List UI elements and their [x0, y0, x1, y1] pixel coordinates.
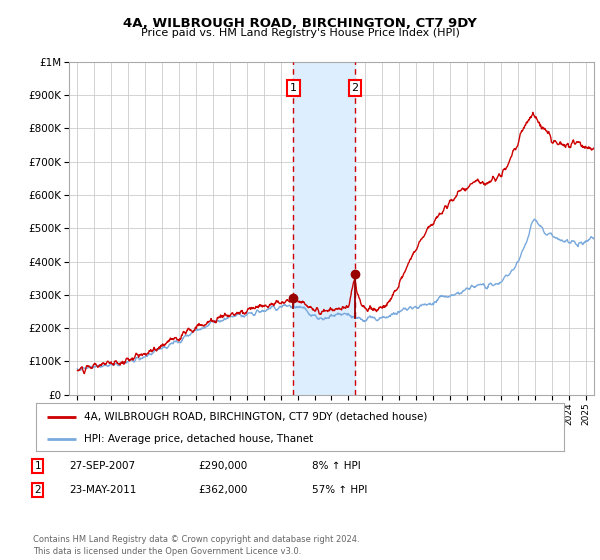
Text: 2: 2 [352, 83, 359, 94]
Text: Contains HM Land Registry data © Crown copyright and database right 2024.
This d: Contains HM Land Registry data © Crown c… [33, 535, 359, 556]
Bar [293, 62, 355, 395]
Text: 8% ↑ HPI: 8% ↑ HPI [312, 461, 361, 471]
Text: 1: 1 [290, 83, 297, 94]
Text: 27-SEP-2007: 27-SEP-2007 [69, 461, 135, 471]
Text: Price paid vs. HM Land Registry's House Price Index (HPI): Price paid vs. HM Land Registry's House … [140, 28, 460, 38]
Text: 57% ↑ HPI: 57% ↑ HPI [312, 485, 367, 495]
Text: 1: 1 [34, 461, 41, 471]
Text: £290,000: £290,000 [198, 461, 247, 471]
Text: £362,000: £362,000 [198, 485, 247, 495]
Text: 2: 2 [34, 485, 41, 495]
Text: 4A, WILBROUGH ROAD, BIRCHINGTON, CT7 9DY: 4A, WILBROUGH ROAD, BIRCHINGTON, CT7 9DY [123, 17, 477, 30]
Text: HPI: Average price, detached house, Thanet: HPI: Average price, detached house, Than… [83, 434, 313, 444]
Text: 23-MAY-2011: 23-MAY-2011 [69, 485, 136, 495]
Text: 4A, WILBROUGH ROAD, BIRCHINGTON, CT7 9DY (detached house): 4A, WILBROUGH ROAD, BIRCHINGTON, CT7 9DY… [83, 412, 427, 422]
